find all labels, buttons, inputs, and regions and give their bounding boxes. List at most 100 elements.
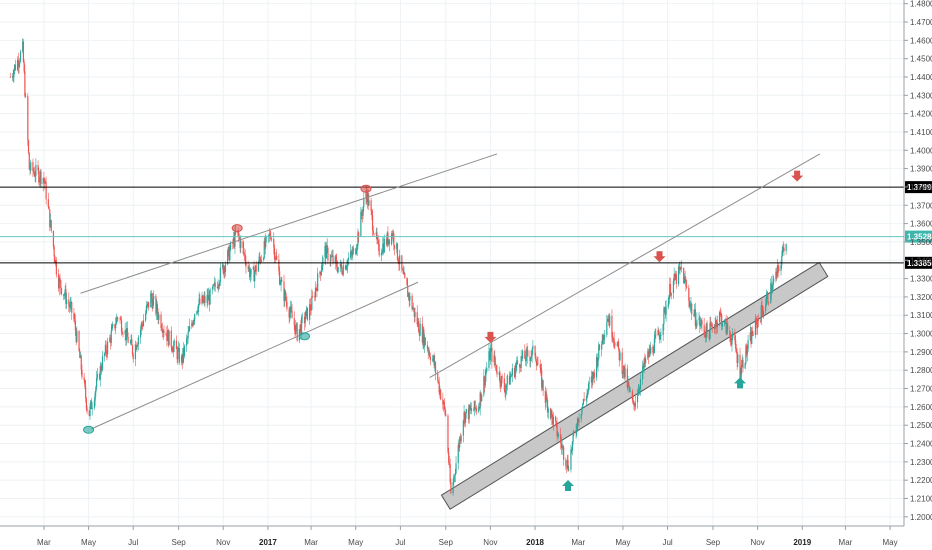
candle-body [193,319,195,322]
candle-body [566,459,568,468]
candle-body [345,267,347,270]
trend-line[interactable] [80,153,498,294]
candle-body [218,282,221,286]
candle-body [116,317,118,319]
candle-body [637,390,639,396]
candle-body [413,307,415,317]
candle-body [437,380,440,382]
candle-body [530,357,532,362]
trend-line[interactable] [91,281,419,430]
candle-body [290,306,292,312]
candle-body [749,332,751,341]
candle-body [131,339,133,346]
candle-body [300,316,303,334]
candle-body [419,323,421,336]
pivot-marker-icon [231,224,243,233]
candle-body [406,277,408,286]
candle-body [773,278,775,282]
candle-body [680,267,682,269]
candle-body [684,276,686,280]
candle-body [211,288,213,290]
candle-body [249,267,251,278]
candle-body [368,200,370,206]
horizontal-levels[interactable]: 1.37990 1.35288 1.33855 [0,181,932,269]
candle-body [203,296,205,300]
candle-body [34,176,36,177]
candle-body [485,371,487,375]
y-tick-label: 1.37000 [910,201,932,210]
price-tag [905,181,932,194]
candle-body [122,333,124,335]
price-axis[interactable]: 1.48000 1.47000 1.46000 1.45000 1.44000 1.430… [903,0,932,526]
candle-body [44,178,46,184]
candle-body [276,255,278,260]
candle-body [567,459,569,471]
candle-body [18,63,20,67]
candle-body [249,274,251,278]
x-tick-label: Mar [571,538,585,547]
candle-body [372,230,374,234]
candle-body [591,376,593,383]
candle-body [126,328,128,337]
candle-body [582,399,584,405]
candle-body [350,251,352,254]
candle-body [516,360,518,366]
candle-body [724,320,726,325]
candle-body [296,323,298,341]
candle-body [453,475,455,482]
candle-body [688,287,690,301]
candle-body [669,283,672,296]
candle-body [156,304,158,314]
candle-body [770,283,772,303]
candle-body [576,429,578,431]
time-axis[interactable]: Mar May Jul Sep Nov 2017 Mar May Jul Sep Nov 2018 Ma… [0,525,904,547]
candle-body [500,382,502,387]
candle-body [377,239,379,241]
candle-body [747,340,749,350]
candle-body [357,232,359,246]
candle-body [273,238,275,248]
candle-body [263,241,265,259]
candle-body [188,330,190,333]
candle-body [145,306,147,314]
candle-body [762,310,765,315]
candle-body [470,408,472,410]
y-tick-label: 1.46000 [910,36,932,45]
candle-body [604,334,606,337]
candle-body [178,348,180,363]
candle-body [588,382,590,384]
candle-body [720,313,722,316]
candle-body [304,318,306,324]
candle-body [475,408,478,412]
candle-body [618,348,620,361]
candle-body [526,349,528,351]
candle-body [399,255,401,264]
candle-body [663,307,665,324]
candle-body [30,162,32,171]
candle-body [619,352,621,361]
candle-body [124,329,126,335]
candle-body [213,282,216,285]
candle-body [696,319,698,327]
candle-body [260,259,262,262]
candle-body [416,312,418,325]
candle-body [243,247,245,254]
candle-body [279,284,281,285]
candle-body [404,273,406,278]
trend-lines[interactable] [80,153,821,430]
candle-body [475,408,477,409]
candle-body [306,307,309,320]
trend-line[interactable] [429,153,821,378]
candle-body [99,366,101,380]
candle-body [442,399,444,405]
candle-body [213,284,215,286]
candle-body [643,359,645,369]
candle-body [667,304,669,308]
candle-body [254,272,256,282]
candle-body [19,61,21,64]
candle-body [98,373,101,380]
candle-body [593,371,595,373]
candle-body [32,162,34,171]
candle-body [511,375,513,377]
